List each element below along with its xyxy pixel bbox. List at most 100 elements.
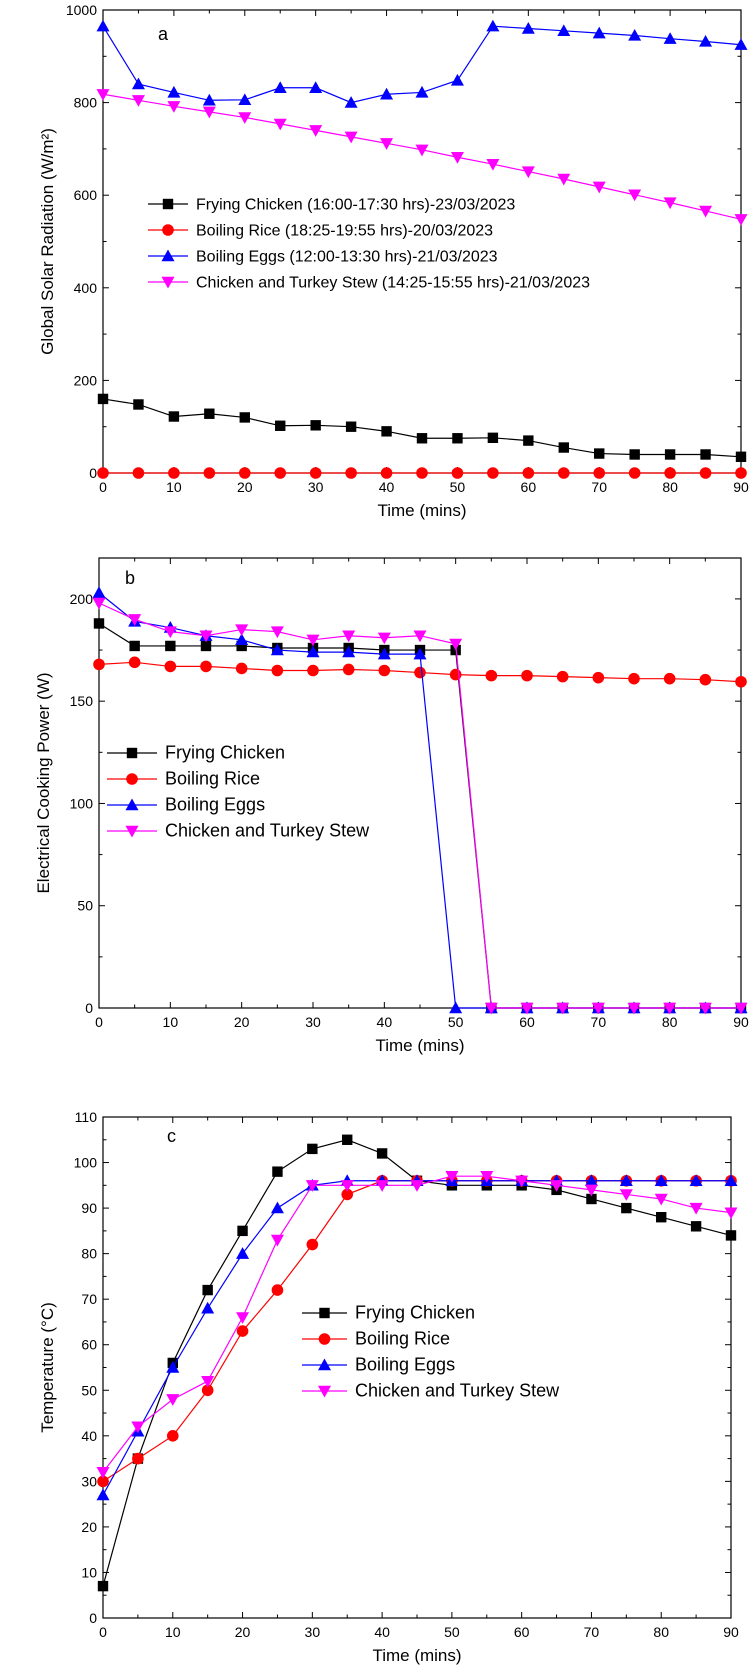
legend-label: Frying Chicken bbox=[355, 1303, 475, 1323]
data-point bbox=[619, 1189, 633, 1201]
data-point bbox=[628, 28, 642, 41]
data-point bbox=[131, 1421, 145, 1434]
legend-label: Frying Chicken bbox=[165, 743, 285, 763]
data-point bbox=[523, 435, 534, 446]
data-point bbox=[521, 669, 533, 682]
data-point bbox=[699, 467, 712, 479]
data-point bbox=[238, 112, 252, 124]
y-tick-label: 0 bbox=[89, 1610, 97, 1626]
x-axis-label: Time (mins) bbox=[375, 1036, 464, 1055]
data-point bbox=[699, 205, 713, 218]
x-tick-label: 30 bbox=[305, 1014, 321, 1030]
data-point bbox=[375, 1180, 389, 1192]
data-point bbox=[416, 467, 428, 479]
x-tick-label: 90 bbox=[733, 1014, 749, 1030]
x-tick-label: 30 bbox=[308, 479, 324, 495]
data-point bbox=[735, 451, 747, 462]
data-point bbox=[204, 408, 215, 419]
data-point bbox=[450, 152, 464, 164]
y-tick-label: 30 bbox=[81, 1473, 97, 1489]
y-tick-label: 100 bbox=[74, 1155, 98, 1171]
data-point bbox=[619, 1174, 633, 1186]
data-point bbox=[698, 1002, 712, 1015]
chart-panel-a: 0 10 20 30 40 50 60 70 80 90 0 200 400 600 800 1000 Time… bbox=[38, 2, 749, 520]
data-point bbox=[594, 448, 605, 459]
data-point bbox=[202, 1284, 213, 1296]
data-point bbox=[584, 1184, 598, 1197]
data-point bbox=[377, 632, 391, 645]
y-tick-label: 110 bbox=[75, 1109, 98, 1125]
data-point bbox=[236, 1312, 250, 1324]
data-point bbox=[699, 34, 713, 47]
legend-label: Chicken and Turkey Stew bbox=[355, 1381, 560, 1401]
data-point bbox=[593, 467, 606, 479]
legend-marker bbox=[162, 224, 174, 236]
x-tick-label: 10 bbox=[165, 1624, 181, 1640]
data-point bbox=[452, 433, 463, 444]
data-point bbox=[521, 166, 535, 179]
series-line bbox=[102, 398, 742, 458]
data-point bbox=[201, 1301, 215, 1314]
x-tick-label: 70 bbox=[591, 479, 607, 495]
data-point bbox=[168, 467, 180, 479]
data-point bbox=[96, 89, 110, 101]
data-point bbox=[96, 19, 110, 32]
x-tick-label: 20 bbox=[237, 479, 253, 495]
legend: Frying Chicken Boiling Rice Boiling Eggs Ch… bbox=[302, 1303, 560, 1401]
data-point bbox=[200, 660, 212, 673]
data-point bbox=[132, 467, 145, 479]
y-tick-label: 50 bbox=[77, 898, 93, 914]
data-point bbox=[270, 626, 284, 639]
legend-label: Boiling Rice (18:25-19:55 hrs)-20/03/202… bbox=[196, 223, 493, 240]
data-point bbox=[627, 1002, 641, 1015]
data-point bbox=[591, 1002, 605, 1015]
data-point bbox=[445, 1171, 459, 1183]
data-point bbox=[381, 426, 392, 437]
x-tick-label: 80 bbox=[662, 1014, 678, 1030]
data-point bbox=[235, 624, 249, 637]
data-point bbox=[202, 106, 216, 119]
y-tick-label: 200 bbox=[74, 372, 98, 388]
data-point bbox=[168, 411, 180, 422]
series-line bbox=[102, 1175, 732, 1473]
series-1 bbox=[93, 656, 747, 688]
data-point bbox=[132, 1452, 144, 1465]
data-point bbox=[305, 1180, 319, 1192]
data-point bbox=[129, 640, 140, 652]
data-point bbox=[340, 1180, 354, 1192]
series-1 bbox=[97, 467, 747, 479]
data-point bbox=[376, 1148, 388, 1159]
legend-label: Boiling Eggs bbox=[355, 1355, 455, 1375]
y-tick-label: 800 bbox=[74, 95, 98, 111]
y-tick-label: 150 bbox=[70, 693, 94, 709]
data-point bbox=[309, 81, 323, 93]
data-point bbox=[133, 399, 144, 410]
data-point bbox=[131, 95, 145, 107]
legend-marker bbox=[125, 798, 139, 811]
data-point bbox=[415, 85, 429, 98]
x-tick-label: 70 bbox=[591, 1014, 607, 1030]
legend-marker bbox=[318, 1333, 331, 1345]
y-tick-label: 0 bbox=[89, 465, 97, 481]
legend-marker bbox=[319, 1307, 330, 1319]
legend-label: Boiling Eggs bbox=[165, 795, 265, 815]
x-tick-label: 0 bbox=[99, 479, 107, 495]
series-line bbox=[98, 622, 741, 1009]
data-point bbox=[306, 645, 320, 658]
data-point bbox=[270, 643, 284, 656]
data-point bbox=[485, 669, 498, 682]
data-point bbox=[164, 660, 177, 673]
data-point bbox=[236, 1247, 250, 1259]
data-point bbox=[273, 81, 287, 93]
data-point bbox=[309, 125, 323, 137]
data-point bbox=[628, 672, 640, 685]
data-point bbox=[664, 467, 676, 479]
data-point bbox=[235, 633, 249, 646]
data-point bbox=[97, 1475, 109, 1488]
data-point bbox=[664, 449, 676, 460]
data-point bbox=[410, 1180, 424, 1192]
data-point bbox=[93, 618, 105, 629]
data-point bbox=[270, 1201, 284, 1214]
data-point bbox=[236, 640, 247, 652]
